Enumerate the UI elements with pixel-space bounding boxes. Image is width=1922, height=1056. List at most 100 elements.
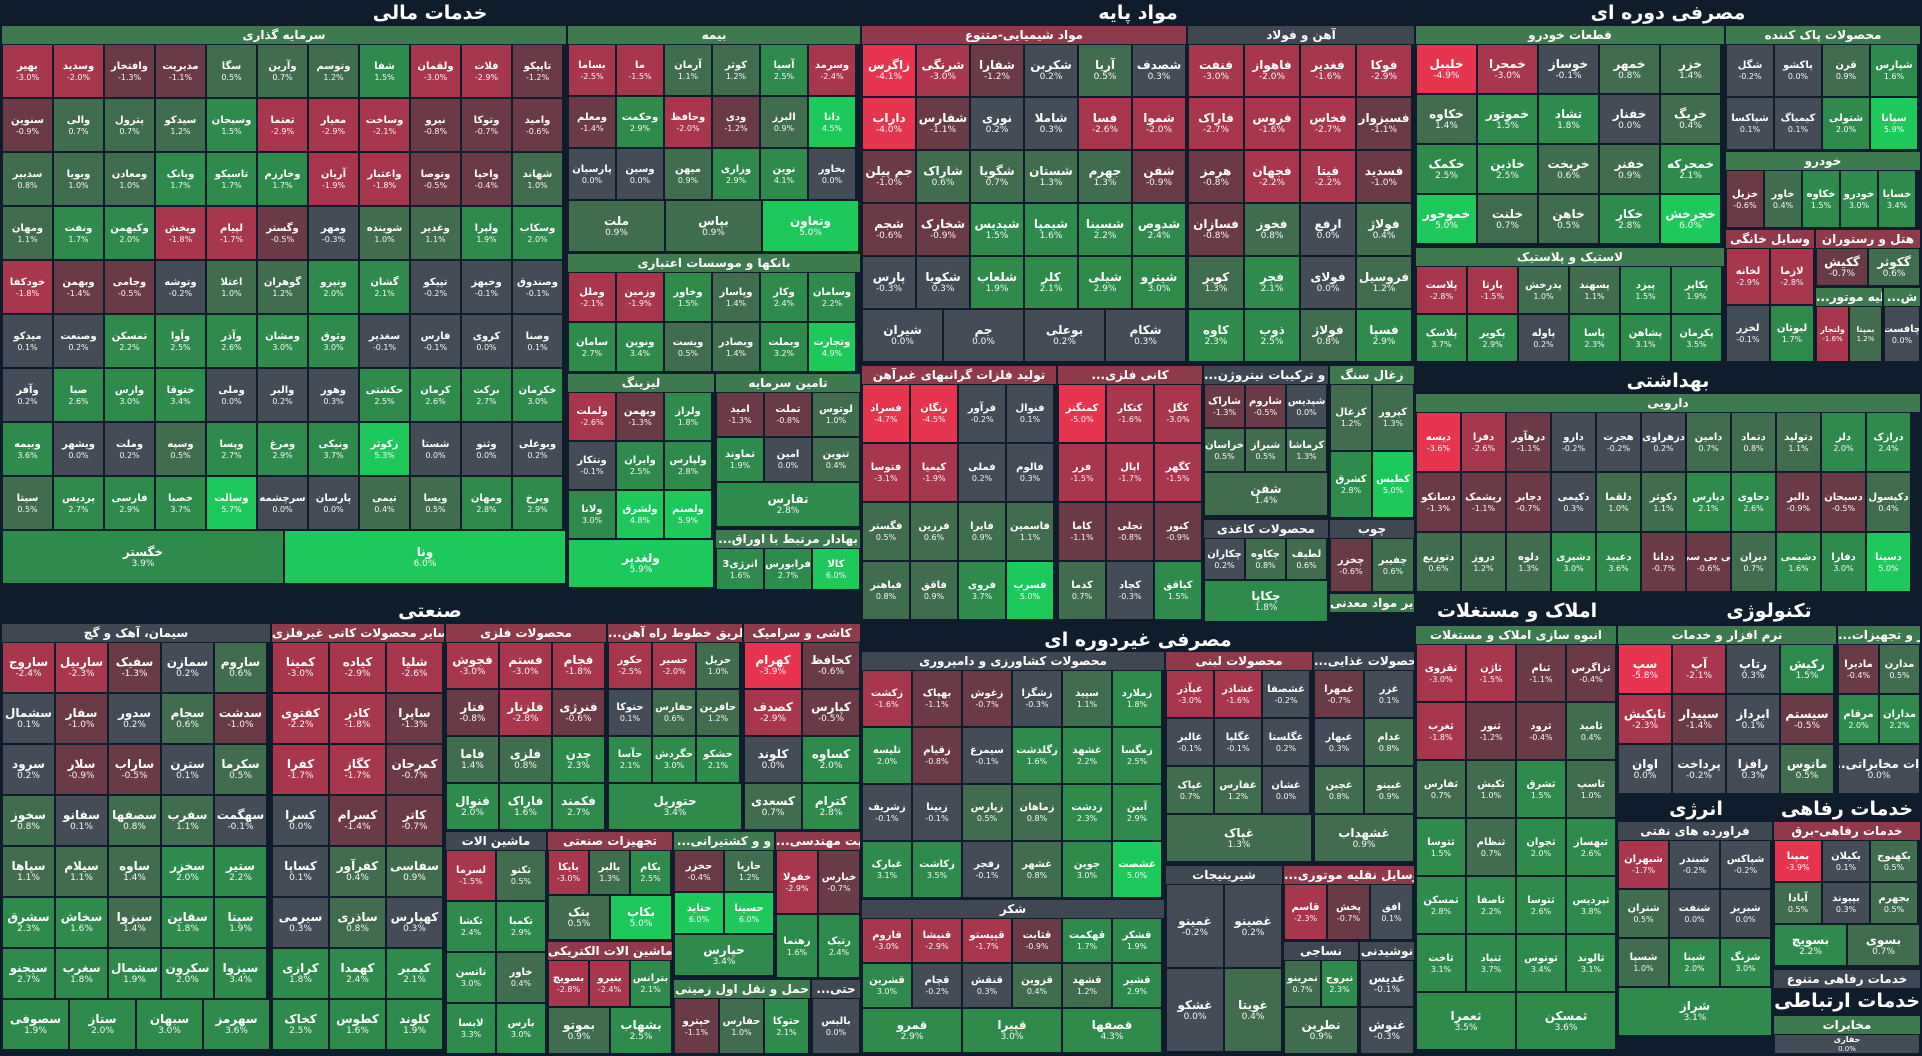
- stock-tile[interactable]: کفرا -1.7%: [272, 744, 329, 795]
- stock-tile[interactable]: شیلی 2.9%: [1078, 256, 1132, 309]
- stock-tile[interactable]: وملل -2.1%: [568, 272, 616, 322]
- stock-tile[interactable]: کگهر -1.5%: [1154, 443, 1202, 502]
- sector-title[interactable]: سایر محصولات کانی غیرفلزی: [272, 624, 444, 642]
- stock-tile[interactable]: فرزین 0.6%: [910, 502, 958, 561]
- stock-tile[interactable]: وآوا 2.5%: [155, 314, 206, 368]
- stock-tile[interactable]: غدام 0.8%: [1364, 718, 1414, 766]
- stock-tile[interactable]: غبارک 3.1%: [862, 841, 912, 898]
- stock-tile[interactable]: بپیوند 0.3%: [1822, 882, 1870, 924]
- stock-tile[interactable]: سدبیر 0.8%: [2, 152, 53, 206]
- stock-tile[interactable]: فکمند 2.7%: [552, 783, 605, 830]
- stock-tile[interactable]: شدوص 2.4%: [1132, 203, 1186, 256]
- stock-tile[interactable]: حآسا 2.1%: [608, 736, 652, 783]
- stock-tile[interactable]: پترول 0.7%: [104, 98, 155, 152]
- stock-tile[interactable]: حخزر -0.4%: [674, 850, 724, 892]
- stock-tile[interactable]: حگردش 3.0%: [652, 736, 696, 783]
- stock-tile[interactable]: سیدکو 1.2%: [155, 98, 206, 152]
- sector-title[interactable]: بانکها و موسسات اعتباری: [568, 254, 860, 272]
- stock-tile[interactable]: فولاژ 0.4%: [1356, 203, 1412, 256]
- stock-tile[interactable]: خمحرکه 2.1%: [1660, 144, 1721, 194]
- stock-tile[interactable]: سبزوا 1.4%: [108, 897, 161, 948]
- stock-tile[interactable]: خکاوه 1.5%: [1802, 170, 1840, 228]
- stock-tile[interactable]: فجوش -3.0%: [446, 642, 499, 689]
- stock-tile[interactable]: خکمک 2.5%: [1416, 144, 1477, 194]
- stock-tile[interactable]: وجامی -0.5%: [104, 260, 155, 314]
- stock-tile[interactable]: دپارس 2.1%: [1686, 472, 1731, 532]
- stock-tile[interactable]: شیران 0.0%: [862, 309, 943, 362]
- stock-tile[interactable]: ثقزوی -3.0%: [1416, 644, 1466, 702]
- stock-tile[interactable]: صبا 2.6%: [53, 368, 104, 422]
- stock-tile[interactable]: غبهار 0.3%: [1314, 718, 1364, 766]
- stock-tile[interactable]: غصینو 0.2%: [1224, 884, 1282, 968]
- stock-tile[interactable]: سیزوا 3.4%: [214, 948, 267, 999]
- stock-tile[interactable]: کچاد -0.3%: [1106, 561, 1154, 620]
- stock-tile[interactable]: پاسا 2.3%: [1569, 314, 1620, 362]
- stock-tile[interactable]: ولقمان -3.0%: [410, 44, 461, 98]
- stock-tile[interactable]: خکار 2.8%: [1599, 194, 1660, 244]
- stock-tile[interactable]: سخاش 1.6%: [55, 897, 108, 948]
- stock-tile[interactable]: دروز 1.2%: [1461, 532, 1506, 592]
- stock-tile[interactable]: قپیستو -1.7%: [962, 918, 1012, 963]
- stock-tile[interactable]: تیمی 0.4%: [359, 476, 410, 530]
- stock-tile[interactable]: بایکا -3.0%: [548, 850, 589, 895]
- stock-tile[interactable]: زکاشت 3.5%: [912, 841, 962, 898]
- stock-tile[interactable]: غچین 0.8%: [1314, 766, 1364, 814]
- sector-title[interactable]: لیزینگ: [568, 374, 714, 392]
- stock-tile[interactable]: جم پیلن -1.0%: [862, 150, 916, 203]
- stock-tile[interactable]: سفرب 1.1%: [161, 795, 214, 846]
- stock-tile[interactable]: غشکو 0.0%: [1166, 968, 1224, 1052]
- stock-tile[interactable]: پخش -0.7%: [1327, 884, 1370, 940]
- stock-tile[interactable]: کیمیاگ 0.1%: [1774, 97, 1822, 150]
- stock-tile[interactable]: وخارزم 1.7%: [257, 152, 308, 206]
- stock-tile[interactable]: سفاسی 0.9%: [386, 846, 443, 897]
- stock-tile[interactable]: دیران 0.7%: [1731, 532, 1776, 592]
- stock-tile[interactable]: ثبهساز 2.6%: [1566, 818, 1616, 876]
- stock-tile[interactable]: حسیر -2.0%: [652, 642, 696, 689]
- stock-tile[interactable]: دشیمی 1.6%: [1776, 532, 1821, 592]
- stock-tile[interactable]: قچام -0.2%: [912, 963, 962, 1008]
- stock-tile[interactable]: شهاند 1.0%: [512, 152, 563, 206]
- stock-tile[interactable]: ثزاگرس -0.4%: [1566, 644, 1616, 702]
- stock-tile[interactable]: فاراک 1.6%: [499, 783, 552, 830]
- stock-tile[interactable]: لابسا 3.3%: [446, 1003, 496, 1054]
- stock-tile[interactable]: ثفارس 0.7%: [1416, 760, 1466, 818]
- stock-tile[interactable]: فنوال 2.0%: [446, 783, 499, 830]
- stock-tile[interactable]: شراز 3.1%: [1618, 987, 1772, 1036]
- stock-tile[interactable]: کرماشا 1.3%: [1286, 428, 1327, 472]
- stock-tile[interactable]: ولتجار -1.6%: [1816, 306, 1849, 362]
- stock-tile[interactable]: غپاک 1.3%: [1166, 814, 1312, 862]
- stock-tile[interactable]: وبصادر 1.4%: [712, 322, 760, 372]
- stock-tile[interactable]: فنرژی -0.6%: [552, 689, 605, 736]
- stock-tile[interactable]: وتوصا -0.5%: [410, 152, 461, 206]
- stock-tile[interactable]: بساما -2.5%: [568, 44, 616, 96]
- stock-tile[interactable]: ساذری 0.8%: [329, 897, 386, 948]
- stock-tile[interactable]: کنور -0.9%: [1154, 502, 1202, 561]
- stock-tile[interactable]: دحاوی 2.6%: [1731, 472, 1776, 532]
- stock-tile[interactable]: وصنعت 0.2%: [53, 314, 104, 368]
- stock-tile[interactable]: غشصفا -0.2%: [1262, 670, 1310, 718]
- stock-tile[interactable]: اوان 0.0%: [1618, 744, 1672, 794]
- stock-tile[interactable]: زغوش -0.7%: [962, 670, 1012, 727]
- stock-tile[interactable]: آبین 2.9%: [1112, 784, 1162, 841]
- stock-tile[interactable]: گکوثر 0.6%: [1868, 248, 1920, 286]
- stock-tile[interactable]: وامید -0.6%: [512, 98, 563, 152]
- stock-tile[interactable]: پرداخت -0.2%: [1672, 744, 1726, 794]
- stock-tile[interactable]: سیرمی 0.3%: [272, 897, 329, 948]
- stock-tile[interactable]: ریشمک -1.1%: [1461, 472, 1506, 532]
- sector-title[interactable]: محصولات کشاورزی و دامپروری: [862, 652, 1164, 670]
- stock-tile[interactable]: دتولید 1.1%: [1776, 412, 1821, 472]
- stock-tile[interactable]: فنفت -3.0%: [1188, 44, 1244, 97]
- stock-tile[interactable]: سفار -1.0%: [55, 693, 108, 744]
- stock-tile[interactable]: زماهان 0.8%: [1012, 784, 1062, 841]
- stock-tile[interactable]: دشیری 3.0%: [1551, 532, 1596, 592]
- stock-tile[interactable]: تکشا 2.4%: [446, 901, 496, 952]
- stock-tile[interactable]: خچرخش 6.0%: [1660, 194, 1721, 244]
- stock-tile[interactable]: چدن 2.3%: [552, 736, 605, 783]
- stock-tile[interactable]: ونیرو 2.0%: [308, 260, 359, 314]
- stock-tile[interactable]: غپآذر -3.0%: [1166, 670, 1214, 718]
- stock-tile[interactable]: خفنر 0.9%: [1599, 144, 1660, 194]
- stock-tile[interactable]: تنوین 0.4%: [812, 437, 860, 482]
- stock-tile[interactable]: وبویا 1.0%: [53, 152, 104, 206]
- stock-tile[interactable]: ومعلم -1.4%: [568, 96, 616, 148]
- stock-tile[interactable]: فتار -0.8%: [446, 689, 499, 736]
